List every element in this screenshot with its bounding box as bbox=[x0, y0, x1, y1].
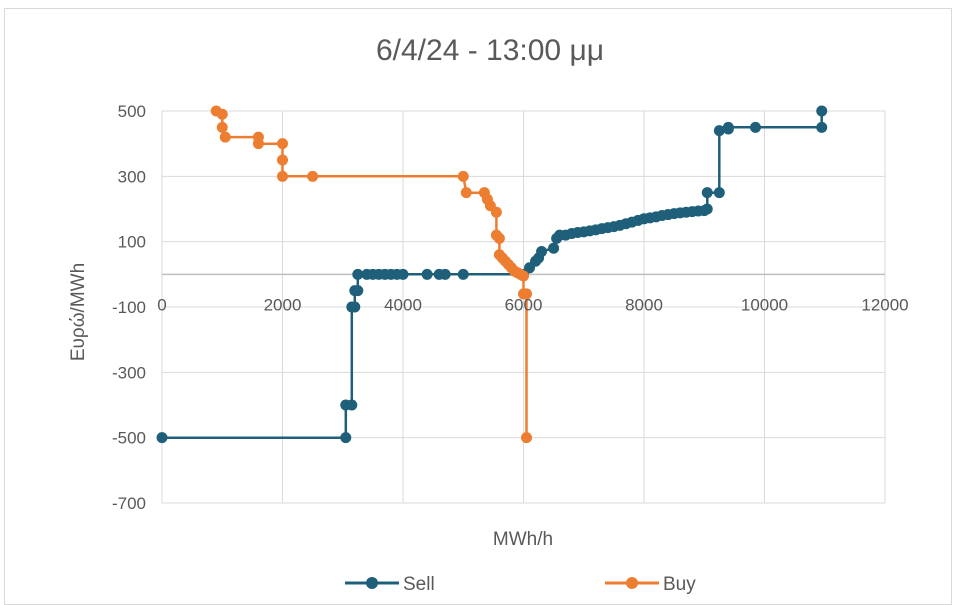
y-tick-label: 100 bbox=[118, 233, 146, 252]
x-tick-label: 0 bbox=[157, 295, 166, 314]
data-point-buy bbox=[252, 138, 264, 150]
y-tick-label: 500 bbox=[118, 102, 146, 121]
legend: Sell Buy bbox=[345, 574, 696, 595]
legend-marker-sell bbox=[366, 577, 378, 589]
data-point-sell bbox=[397, 268, 409, 280]
x-tick-label: 8000 bbox=[625, 295, 663, 314]
data-point-sell bbox=[156, 432, 168, 444]
data-point-buy bbox=[460, 187, 472, 199]
data-point-sell bbox=[457, 268, 469, 280]
data-point-sell bbox=[352, 268, 364, 280]
data-point-buy bbox=[518, 270, 529, 282]
data-point-buy bbox=[216, 108, 228, 120]
y-axis-title: Ευρώ/MWh bbox=[68, 263, 89, 361]
legend-item-sell: Sell bbox=[345, 574, 435, 595]
data-point-sell bbox=[340, 432, 352, 444]
y-tick-label: -700 bbox=[112, 494, 146, 513]
data-point-buy bbox=[277, 154, 288, 166]
data-point-sell bbox=[701, 203, 713, 215]
data-point-buy bbox=[277, 170, 288, 182]
data-point-sell bbox=[346, 399, 358, 411]
y-tick-label: -100 bbox=[112, 298, 146, 317]
legend-marker-buy bbox=[626, 577, 638, 589]
y-tick-label: -300 bbox=[112, 363, 146, 382]
data-point-sell bbox=[439, 268, 451, 280]
data-point-buy bbox=[219, 131, 231, 143]
legend-label-buy: Buy bbox=[663, 574, 696, 595]
data-point-sell bbox=[713, 125, 725, 137]
data-point-sell bbox=[421, 268, 433, 280]
data-point-buy bbox=[457, 170, 469, 182]
data-point-sell bbox=[536, 245, 548, 257]
data-point-sell bbox=[548, 242, 560, 254]
x-tick-label: 2000 bbox=[264, 295, 302, 314]
data-point-sell bbox=[749, 121, 761, 133]
data-point-buy bbox=[493, 232, 505, 244]
data-point-buy bbox=[521, 432, 533, 444]
data-point-buy bbox=[490, 206, 502, 218]
data-point-buy bbox=[521, 288, 533, 300]
legend-label-sell: Sell bbox=[403, 574, 435, 595]
data-point-buy bbox=[216, 121, 228, 133]
data-point-buy bbox=[307, 170, 319, 182]
data-point-sell bbox=[713, 187, 725, 199]
x-tick-label: 4000 bbox=[384, 295, 422, 314]
y-tick-label: 300 bbox=[118, 167, 146, 186]
data-point-sell bbox=[722, 121, 734, 133]
x-tick-label: 10000 bbox=[741, 295, 788, 314]
legend-item-buy: Buy bbox=[605, 574, 696, 595]
data-point-buy bbox=[277, 138, 288, 150]
data-point-sell bbox=[352, 285, 364, 297]
data-point-sell bbox=[816, 105, 828, 117]
data-point-sell bbox=[349, 301, 361, 313]
y-tick-label: -500 bbox=[112, 429, 146, 448]
data-point-sell bbox=[701, 187, 713, 199]
x-tick-label: 12000 bbox=[861, 295, 908, 314]
x-tick-label: 6000 bbox=[505, 295, 543, 314]
data-point-sell bbox=[816, 121, 828, 133]
x-axis-title: MWh/h bbox=[493, 529, 553, 550]
chart-title: 6/4/24 - 13:00 μμ bbox=[375, 34, 605, 67]
